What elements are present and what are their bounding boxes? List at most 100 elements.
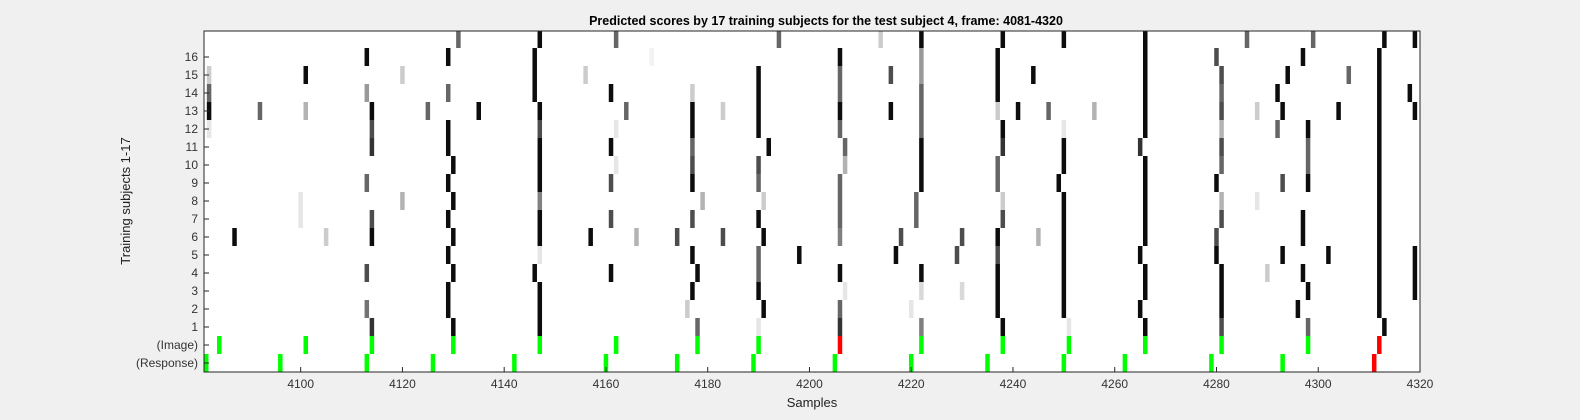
score-cell: [690, 138, 695, 156]
x-tick-label: 4140: [491, 377, 518, 391]
score-cell: [766, 138, 772, 156]
score-cell: [1382, 318, 1387, 336]
score-cell: [364, 300, 370, 318]
score-cell: [1137, 246, 1143, 264]
score-cell: [608, 138, 614, 156]
score-cell: [1412, 264, 1418, 282]
score-cell: [608, 210, 614, 228]
score-cell: [995, 84, 1000, 102]
score-cell: [1305, 174, 1311, 192]
score-cell: [919, 31, 924, 48]
score-cell: [888, 102, 894, 120]
score-cell: [532, 264, 537, 282]
image-marker: [217, 336, 222, 354]
response-marker: [603, 354, 609, 372]
score-cell: [700, 192, 705, 210]
score-cell: [1219, 102, 1224, 120]
score-cell: [1061, 192, 1067, 210]
score-cell: [1061, 120, 1067, 138]
score-cell: [537, 192, 543, 210]
score-cell: [1300, 210, 1306, 228]
image-marker: [756, 336, 761, 354]
response-marker: [1061, 354, 1067, 372]
score-cell: [898, 228, 904, 246]
score-cell: [1219, 318, 1224, 336]
score-cell: [232, 228, 237, 246]
x-tick-label: 4160: [593, 377, 620, 391]
score-cell: [995, 282, 1000, 300]
image-marker: [613, 336, 619, 354]
score-cell: [919, 84, 924, 102]
score-cell: [1143, 84, 1148, 102]
score-cell: [893, 246, 899, 264]
score-cell: [695, 264, 700, 282]
score-cell: [1305, 282, 1311, 300]
score-cell: [1412, 282, 1418, 300]
response-marker: [1371, 354, 1377, 372]
score-cell: [451, 228, 456, 246]
score-cell: [1031, 66, 1036, 84]
score-cell: [649, 48, 654, 66]
score-cell: [1143, 192, 1148, 210]
score-cell: [445, 174, 451, 192]
score-cell: [919, 282, 924, 300]
score-cell: [1280, 246, 1285, 264]
score-cell: [1061, 156, 1067, 174]
score-cell: [995, 228, 1000, 246]
score-cell: [298, 192, 303, 210]
response-marker: [985, 354, 990, 372]
score-cell: [1143, 48, 1148, 66]
score-cell: [1214, 246, 1219, 264]
score-cell: [1254, 102, 1260, 120]
score-cell: [919, 66, 924, 84]
y-tick-label: (Response): [136, 356, 198, 370]
y-tick-label: 9: [191, 176, 198, 190]
x-axis-label: Samples: [787, 395, 838, 410]
score-cell: [1265, 264, 1270, 282]
score-cell: [1377, 192, 1382, 210]
score-cell: [776, 31, 782, 48]
y-tick-label: 1: [191, 320, 198, 334]
score-cell: [303, 66, 309, 84]
score-cell: [1137, 138, 1143, 156]
score-cell: [1214, 228, 1219, 246]
score-cell: [1143, 66, 1148, 84]
score-cell: [1377, 228, 1382, 246]
score-cell: [1066, 318, 1072, 336]
score-cell: [1143, 318, 1148, 336]
image-marker: [1143, 336, 1148, 354]
score-cell: [959, 282, 965, 300]
score-cell: [1305, 138, 1311, 156]
score-cell: [369, 138, 375, 156]
score-cell: [756, 120, 761, 138]
score-cell: [1244, 31, 1250, 48]
score-cell: [919, 120, 924, 138]
score-cell: [257, 102, 263, 120]
y-tick-label: 14: [185, 86, 199, 100]
image-marker: [837, 336, 843, 354]
score-cell: [1061, 300, 1067, 318]
image-marker: [695, 336, 700, 354]
score-cell: [451, 156, 456, 174]
score-cell: [1219, 192, 1224, 210]
score-cell: [1382, 31, 1387, 48]
score-cell: [837, 120, 843, 138]
score-cell: [837, 102, 843, 120]
score-cell: [1143, 210, 1148, 228]
image-marker: [919, 336, 924, 354]
score-cell: [1046, 102, 1051, 120]
y-tick-label: 13: [185, 104, 199, 118]
score-cell: [445, 120, 451, 138]
score-cell: [837, 66, 843, 84]
response-marker: [832, 354, 838, 372]
score-cell: [445, 300, 451, 318]
score-cell: [756, 84, 761, 102]
score-cell: [837, 300, 843, 318]
score-cell: [1377, 282, 1382, 300]
score-cell: [959, 228, 965, 246]
score-cell: [537, 174, 543, 192]
score-cell: [1143, 120, 1148, 138]
score-cell: [837, 228, 843, 246]
score-cell: [1377, 120, 1382, 138]
response-marker: [908, 354, 914, 372]
